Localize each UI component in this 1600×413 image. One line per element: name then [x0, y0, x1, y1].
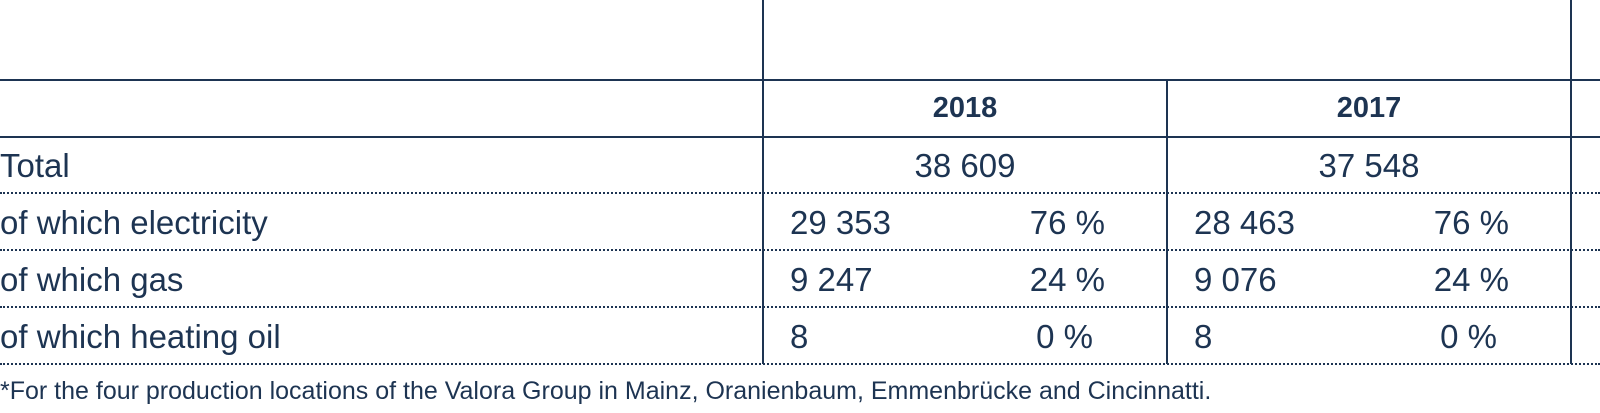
- row-label-total: Total: [0, 147, 70, 184]
- year-header-2017: 2017: [1336, 92, 1402, 124]
- heating-oil-value-2017: 8: [1194, 318, 1213, 355]
- column-divider: [1570, 0, 1572, 364]
- heating-oil-value-2018: 8: [790, 318, 809, 355]
- gas-value-2017: 9 076: [1194, 261, 1277, 298]
- row-divider: [0, 192, 1600, 194]
- gas-pct-2017: 24 %: [1433, 261, 1509, 298]
- electricity-pct-2018: 76 %: [1029, 204, 1105, 241]
- row-divider: [0, 363, 1600, 365]
- electricity-value-2018: 29 353: [790, 204, 891, 241]
- row-divider: [0, 306, 1600, 308]
- table-footnote: *For the four production locations of th…: [0, 377, 1212, 405]
- heating-oil-pct-2018: 0 %: [1036, 318, 1093, 355]
- electricity-pct-2017: 76 %: [1433, 204, 1509, 241]
- header-top-rule: [0, 79, 1600, 81]
- row-label-gas: of which gas: [0, 261, 184, 298]
- row-label-electricity: of which electricity: [0, 204, 268, 241]
- year-header-2018: 2018: [932, 92, 998, 124]
- total-2017: 37 548: [1318, 147, 1420, 184]
- total-2018: 38 609: [914, 147, 1016, 184]
- gas-value-2018: 9 247: [790, 261, 873, 298]
- electricity-value-2017: 28 463: [1194, 204, 1295, 241]
- heating-oil-pct-2017: 0 %: [1440, 318, 1497, 355]
- column-divider: [762, 0, 764, 364]
- gas-pct-2018: 24 %: [1029, 261, 1105, 298]
- row-label-heating-oil: of which heating oil: [0, 318, 281, 355]
- header-bottom-rule: [0, 136, 1600, 138]
- column-divider: [1166, 79, 1168, 364]
- row-divider: [0, 249, 1600, 251]
